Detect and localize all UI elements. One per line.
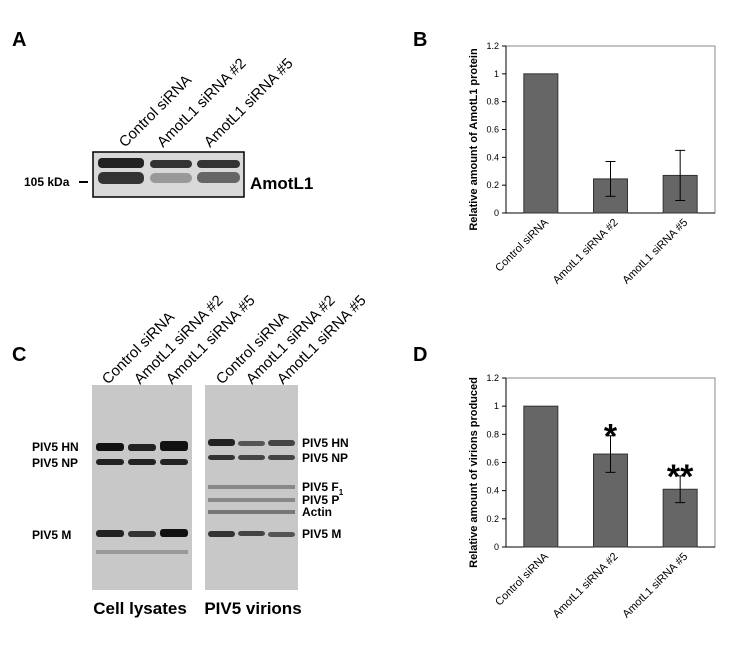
- band-label: PIV5 F1: [302, 480, 344, 497]
- y-tick-label: 0.2: [486, 180, 499, 190]
- y-axis-label: Relative amount of AmotL1 protein: [468, 48, 480, 231]
- panel-label: D: [413, 344, 427, 366]
- y-tick-label: 0.6: [486, 125, 499, 135]
- y-axis-label: Relative amount of virions produced: [468, 377, 480, 568]
- band-label: PIV5 HN: [302, 436, 349, 450]
- y-tick-label: 0.8: [486, 97, 499, 107]
- y-tick-label: 0.4: [486, 152, 499, 162]
- y-tick-label: 0.4: [486, 486, 499, 496]
- panel-label: C: [12, 344, 26, 366]
- y-tick-label: 1.2: [486, 373, 499, 383]
- panel-label: B: [413, 29, 427, 51]
- x-tick-label: AmotL1 siRNA #5: [620, 217, 690, 287]
- band-label: PIV5 P: [302, 493, 339, 507]
- x-tick-label: AmotL1 siRNA #2: [551, 217, 621, 287]
- band-label: PIV5 HN: [32, 440, 79, 454]
- bar: [523, 73, 559, 214]
- lane-label: AmotL1 siRNA #5: [201, 55, 297, 151]
- x-tick-label: AmotL1 siRNA #2: [551, 551, 621, 621]
- gel-caption: Cell lysates: [93, 599, 187, 618]
- significance-mark: **: [667, 458, 694, 496]
- y-tick-label: 0.8: [486, 429, 499, 439]
- band-label: PIV5 NP: [302, 451, 348, 465]
- blot-image: [92, 151, 245, 198]
- marker-label: 105 kDa: [24, 175, 70, 189]
- band-label: PIV5 M: [302, 527, 341, 541]
- x-tick-label: Control siRNA: [493, 216, 551, 274]
- band-label: PIV5 M: [32, 528, 71, 542]
- y-tick-label: 1: [494, 69, 499, 79]
- y-tick-label: 0.6: [486, 458, 499, 468]
- y-tick-label: 1: [494, 401, 499, 411]
- y-tick-label: 0.2: [486, 514, 499, 524]
- x-tick-label: Control siRNA: [493, 550, 551, 608]
- band-label: AmotL1: [250, 174, 313, 193]
- significance-mark: *: [604, 418, 618, 456]
- x-tick-label: AmotL1 siRNA #5: [620, 551, 690, 621]
- y-tick-label: 0: [494, 208, 499, 218]
- y-tick-label: 0: [494, 542, 499, 552]
- gel-caption: PIV5 virions: [204, 599, 301, 618]
- y-tick-label: 1.2: [486, 41, 499, 51]
- bar: [523, 405, 559, 548]
- band-label: PIV5 NP: [32, 456, 78, 470]
- band-label: Actin: [302, 505, 332, 519]
- panel-label: A: [12, 29, 26, 51]
- gel-image: [92, 385, 298, 590]
